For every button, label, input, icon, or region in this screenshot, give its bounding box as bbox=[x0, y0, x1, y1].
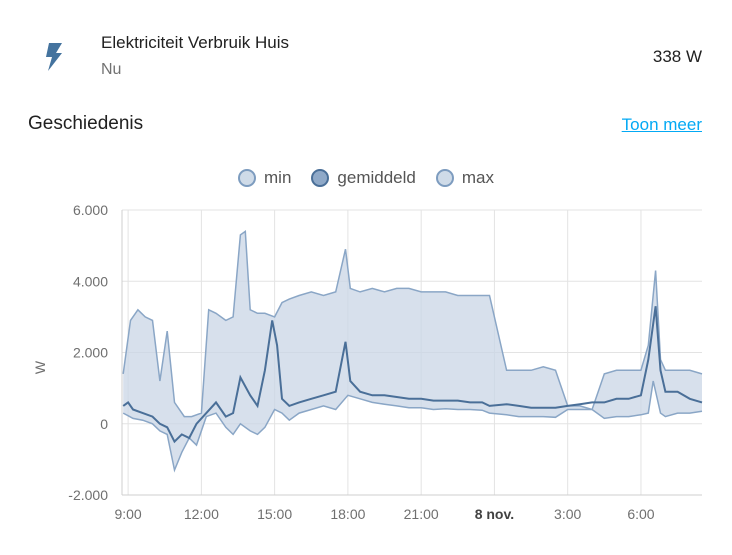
x-tick-label: 18:00 bbox=[330, 506, 365, 522]
legend-item-max[interactable]: max bbox=[435, 164, 494, 192]
x-tick-label: 8 nov. bbox=[475, 506, 514, 522]
flash-icon bbox=[46, 43, 62, 71]
legend-item-min[interactable]: min bbox=[238, 164, 291, 192]
legend-label-min: min bbox=[264, 168, 292, 187]
x-tick-label: 15:00 bbox=[257, 506, 292, 522]
legend-swatch-min bbox=[238, 169, 256, 187]
legend-label-max: max bbox=[461, 168, 494, 187]
entity-name: Elektriciteit Verbruik Huis bbox=[101, 33, 290, 52]
entity-state: 338 W bbox=[652, 47, 702, 66]
x-tick-label: 9:00 bbox=[114, 506, 141, 522]
series-line-gemiddeld[interactable] bbox=[122, 306, 703, 444]
series-line-min[interactable] bbox=[122, 380, 703, 473]
history-title: Geschiedenis bbox=[28, 113, 144, 134]
y-tick-label: 6.000 bbox=[73, 202, 108, 218]
entity-secondary-info: Nu bbox=[101, 61, 122, 78]
y-tick-label: -2.000 bbox=[68, 487, 108, 503]
legend-item-gemiddeld[interactable]: gemiddeld bbox=[311, 164, 416, 192]
x-tick-label: 6:00 bbox=[627, 506, 654, 522]
x-tick-label: 3:00 bbox=[554, 506, 581, 522]
show-more-link[interactable]: Toon meer bbox=[621, 115, 702, 134]
legend-swatch-gemiddeld bbox=[311, 169, 330, 187]
y-tick-label: 2.000 bbox=[73, 345, 108, 361]
y-tick-label: 0 bbox=[100, 416, 108, 432]
y-tick-label: 4.000 bbox=[73, 273, 108, 289]
legend-label-gemiddeld: gemiddeld bbox=[337, 168, 416, 187]
entity-row[interactable]: Elektriciteit Verbruik Huis Nu 338 W bbox=[0, 0, 732, 100]
y-axis-title: W bbox=[32, 360, 48, 374]
x-tick-label: 21:00 bbox=[404, 506, 439, 522]
legend-swatch-max bbox=[435, 169, 454, 187]
series-line-max[interactable] bbox=[122, 230, 703, 418]
history-chart[interactable]: 6.000 4.000 2.000 0 -2.000 9:00 12:00 15:00 18:0… bbox=[0, 190, 732, 550]
min-max-band bbox=[123, 231, 702, 471]
chart-legend: min gemiddeld max bbox=[0, 164, 732, 192]
x-tick-label: 12:00 bbox=[184, 506, 219, 522]
